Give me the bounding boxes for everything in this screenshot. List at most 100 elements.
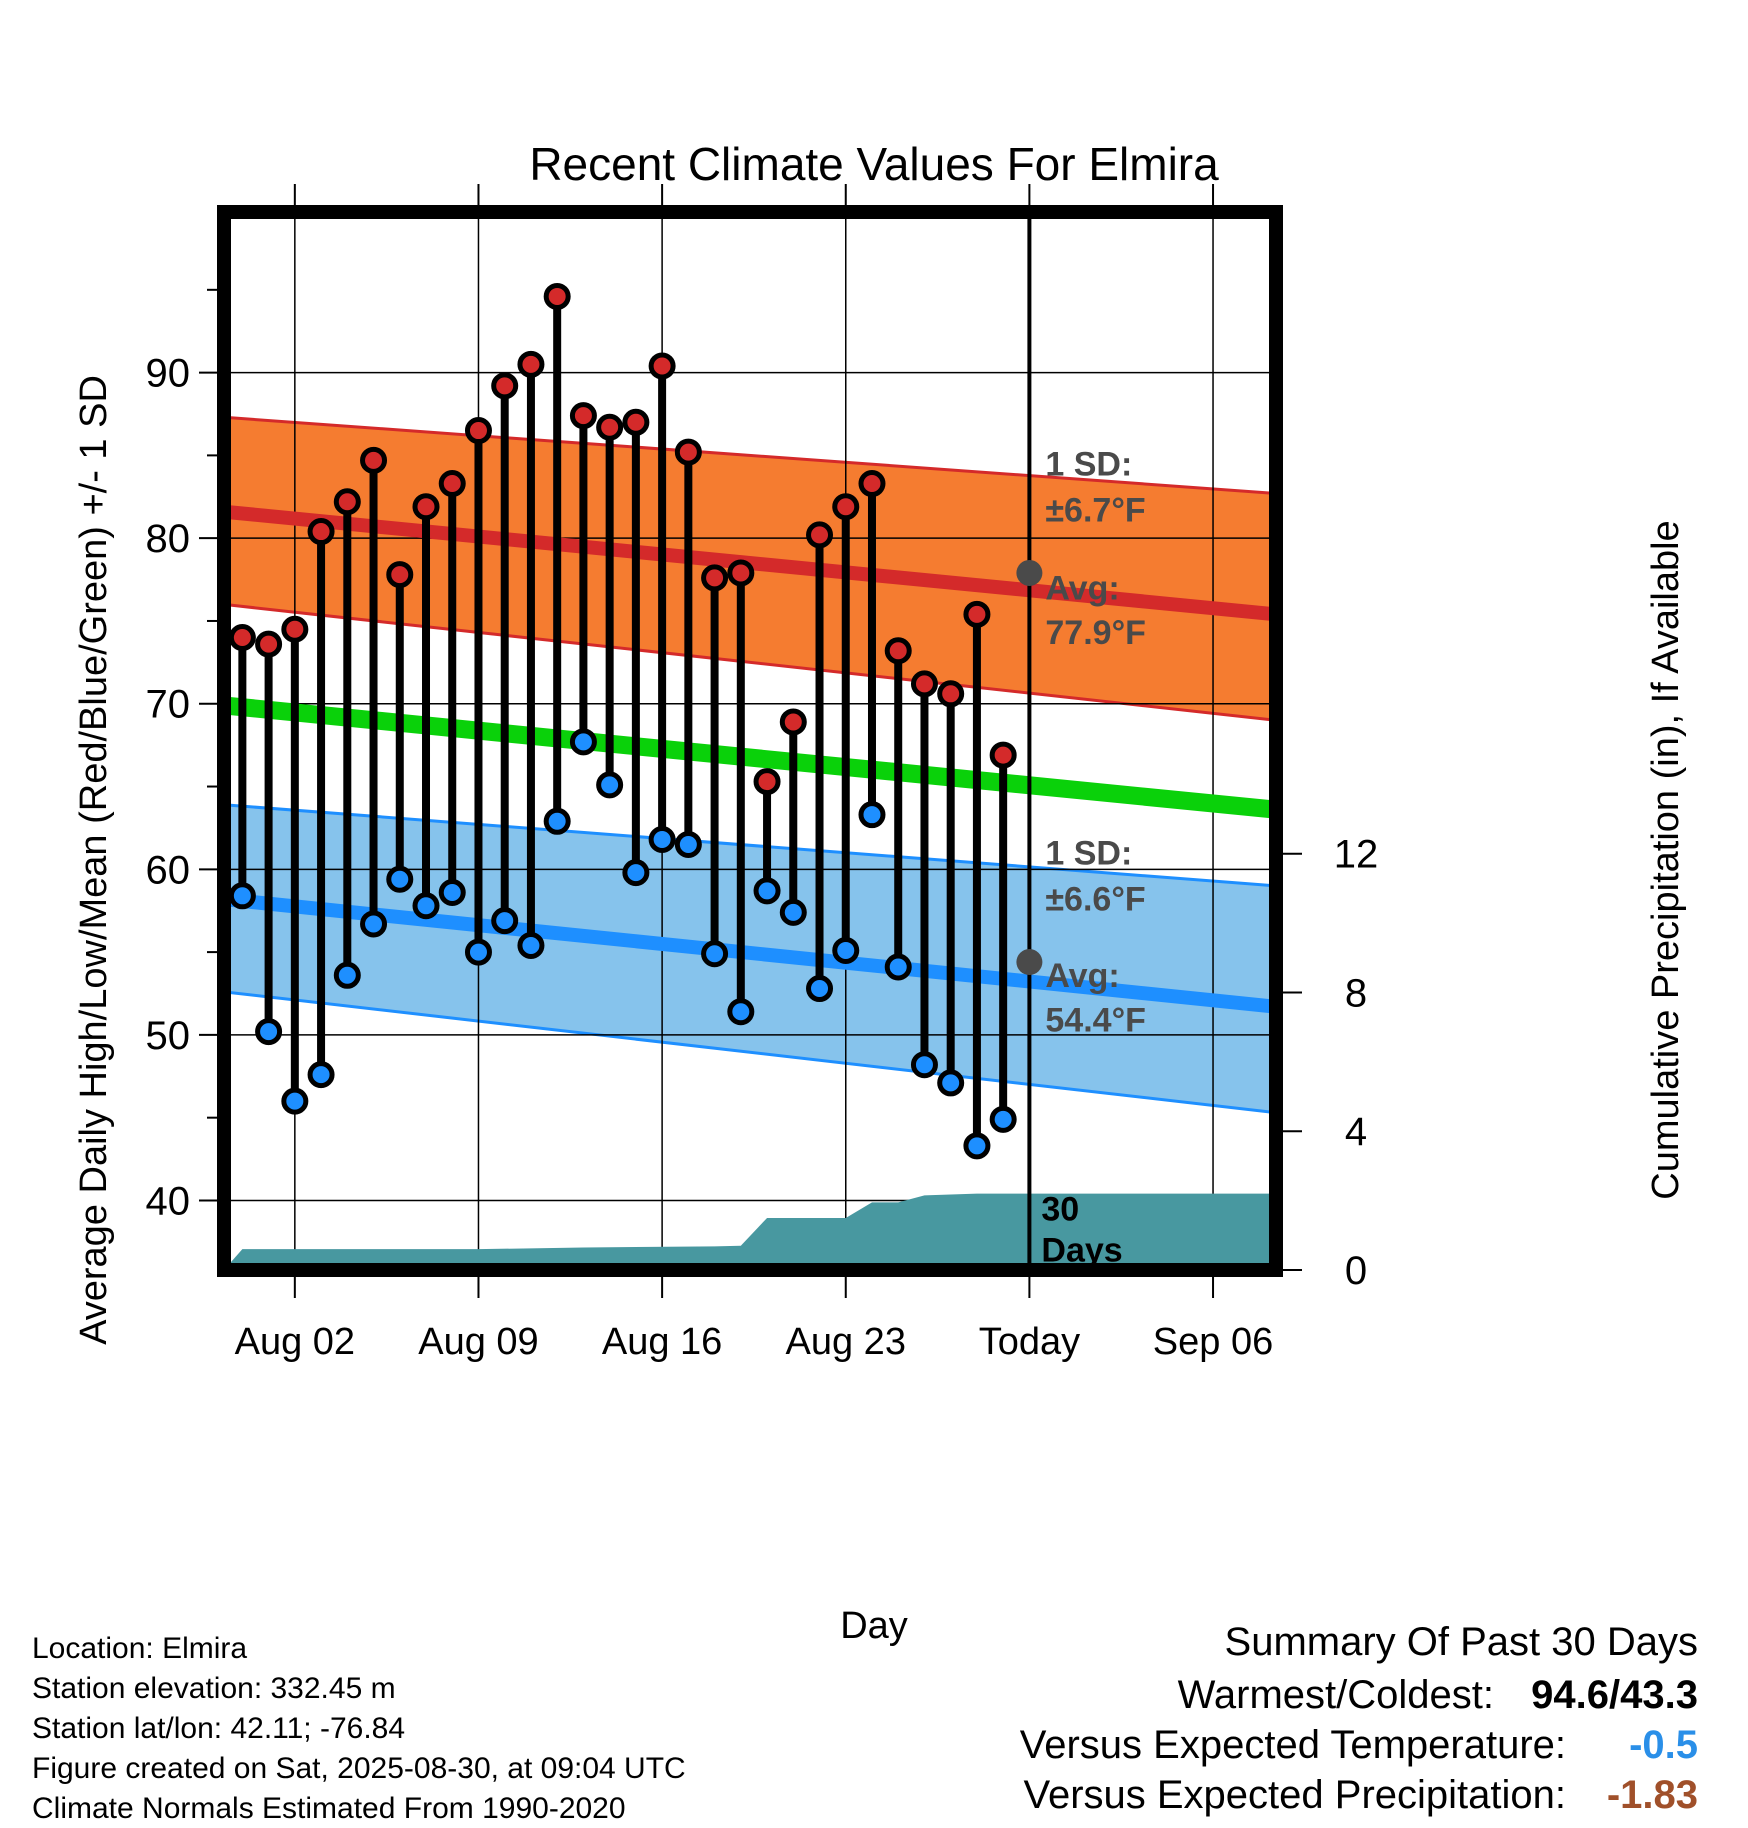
daily-low-point (989, 1105, 1017, 1133)
low-avg-label: Avg: (1045, 957, 1119, 995)
daily-high-point (779, 708, 807, 736)
daily-high-point (569, 402, 597, 430)
summary-precip-value: -1.83 (1607, 1773, 1698, 1817)
daily-low-point (753, 877, 781, 905)
y-tick-label-left: 60 (146, 848, 191, 892)
precip-area (224, 1193, 1276, 1270)
summary-warmest-value: 94.6/43.3 (1531, 1673, 1698, 1717)
x-tick-label: Aug 16 (602, 1321, 722, 1363)
daily-low-point (438, 878, 466, 906)
summary-title: Summary Of Past 30 Days (1225, 1620, 1698, 1664)
daily-high-point (832, 493, 860, 521)
daily-high-point (910, 670, 938, 698)
high-sd-label: 1 SD: (1045, 445, 1132, 483)
daily-low-point (596, 771, 624, 799)
daily-high-point (727, 559, 755, 587)
daily-high-point (937, 680, 965, 708)
x-axis-label: Day (840, 1605, 908, 1647)
daily-high-point (963, 600, 991, 628)
daily-high-point (648, 352, 676, 380)
normal-low-line (224, 892, 1276, 1014)
today-low-avg-marker (1016, 949, 1043, 976)
daily-low-point (281, 1087, 309, 1115)
daily-low-point (910, 1051, 938, 1079)
daily-low-point (674, 830, 702, 858)
low-sd-band-lower-edge (224, 990, 1276, 1115)
x-tick-label: Aug 09 (418, 1321, 538, 1363)
daily-high-point (255, 630, 283, 658)
daily-high-point (281, 615, 309, 643)
info-latlon: Station lat/lon: 42.11; -76.84 (32, 1712, 405, 1745)
daily-low-point (727, 998, 755, 1026)
summary-panel: Summary Of Past 30 Days Warmest/Coldest:… (1020, 1620, 1698, 1817)
daily-low-point (307, 1061, 335, 1089)
daily-low-point (333, 961, 361, 989)
daily-low-point (386, 865, 414, 893)
info-elevation: Station elevation: 332.45 m (32, 1672, 396, 1705)
summary-precip-label: Versus Expected Precipitation: (1023, 1773, 1566, 1817)
daily-high-point (806, 521, 834, 549)
daily-high-point (858, 470, 886, 498)
summary-temp-value: -0.5 (1629, 1723, 1698, 1767)
daily-high-point (622, 408, 650, 436)
x-tick-label: Sep 06 (1153, 1321, 1273, 1363)
daily-high-point (517, 350, 545, 378)
y-axis-label-right: Cumulative Precipitation (in), If Availa… (1645, 520, 1687, 1199)
normal-high-line (224, 504, 1276, 622)
daily-low-point (937, 1069, 965, 1097)
info-created: Figure created on Sat, 2025-08-30, at 09… (32, 1752, 686, 1785)
daily-low-point (622, 859, 650, 887)
high-avg-value: 77.9°F (1045, 614, 1146, 652)
daily-low-point (569, 728, 597, 756)
high-sd-band-upper-edge (224, 415, 1276, 495)
daily-high-point (228, 624, 256, 652)
daily-low-point (491, 907, 519, 935)
normal-mean-line (224, 696, 1276, 819)
daily-high-point (412, 493, 440, 521)
daily-low-point (360, 910, 388, 938)
y-tick-label-left: 80 (146, 517, 191, 561)
daily-low-point (517, 931, 545, 959)
y-tick-label-right: 8 (1345, 971, 1367, 1015)
plot-frame (217, 205, 1283, 1277)
daily-high-point (596, 413, 624, 441)
y-tick-label-left: 70 (146, 683, 191, 727)
y-tick-label-left: 90 (146, 352, 191, 396)
high-sd-value: ±6.7°F (1045, 492, 1145, 530)
y-tick-label-left: 40 (146, 1179, 191, 1223)
summary-warmest-label: Warmest/Coldest: (1178, 1673, 1494, 1717)
plot-area: 1 SD: ±6.7°F Avg: 77.9°F 1 SD: ±6.6°F Avg: 54.4… (146, 184, 1379, 1363)
y-tick-label-right: 4 (1345, 1110, 1367, 1154)
summary-temp-label: Versus Expected Temperature: (1020, 1723, 1566, 1767)
y-tick-label-right: 12 (1334, 833, 1379, 877)
x-tick-label: Aug 23 (786, 1321, 906, 1363)
daily-low-point (779, 898, 807, 926)
low-sd-label: 1 SD: (1045, 834, 1132, 872)
daily-high-point (307, 518, 335, 546)
y-tick-label-right: 0 (1345, 1249, 1367, 1293)
precip-label-1: 30 (1041, 1190, 1079, 1228)
daily-high-point (333, 488, 361, 516)
daily-high-point (989, 741, 1017, 769)
daily-low-point (806, 975, 834, 1003)
daily-low-point (412, 892, 440, 920)
today-high-avg-marker (1016, 559, 1043, 586)
daily-low-point (884, 953, 912, 981)
daily-high-point (884, 637, 912, 665)
daily-low-point (858, 801, 886, 829)
plot-interior: 1 SD: ±6.7°F Avg: 77.9°F 1 SD: ±6.6°F Avg: 54.4… (224, 212, 1276, 1270)
daily-low-point (963, 1132, 991, 1160)
daily-low-point (228, 882, 256, 910)
x-tick-label: Today (979, 1321, 1080, 1363)
high-avg-label: Avg: (1045, 569, 1119, 607)
daily-high-point (438, 470, 466, 498)
info-normals: Climate Normals Estimated From 1990-2020 (32, 1792, 626, 1825)
daily-low-point (648, 826, 676, 854)
daily-low-point (832, 936, 860, 964)
info-location: Location: Elmira (32, 1632, 247, 1665)
daily-high-point (491, 372, 519, 400)
daily-high-point (360, 446, 388, 474)
low-avg-value: 54.4°F (1045, 1002, 1146, 1040)
daily-high-point (464, 417, 492, 445)
